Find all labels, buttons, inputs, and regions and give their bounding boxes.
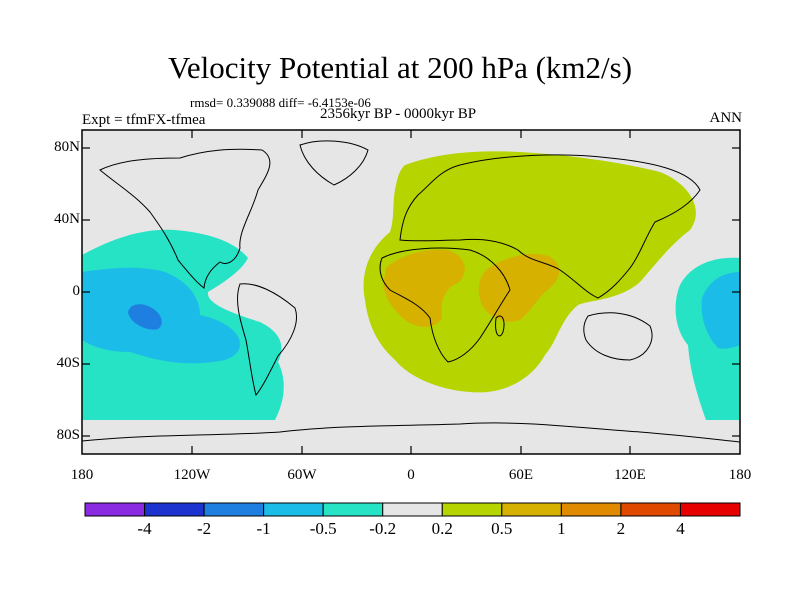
- africa-outline: [379, 247, 511, 363]
- west-pacific-mid-region: [701, 272, 740, 349]
- lon-label-0: 0: [407, 467, 415, 483]
- pacific-strong-region: [128, 304, 162, 330]
- colorbar-swatch: [501, 502, 562, 517]
- colorbar-swatch: [560, 502, 622, 517]
- colorbar-label: -0.5: [309, 519, 337, 538]
- colorbar-label: -2: [197, 519, 212, 538]
- colorbar-swatch: [679, 502, 741, 517]
- map-ticks: [82, 130, 740, 454]
- lon-label-180e: 180: [728, 467, 752, 483]
- season-label: ANN: [709, 110, 743, 126]
- africa-positive-mid-region-west: [383, 249, 465, 327]
- lon-label-180w: 180: [70, 467, 94, 483]
- colorbar-label: 1: [557, 519, 566, 538]
- colorbar-label: 4: [676, 519, 685, 538]
- statistics-text: rmsd= 0.339088 diff= -6.4153e-06: [190, 95, 371, 110]
- colorbar-swatch: [441, 502, 503, 517]
- coastlines: [82, 140, 740, 443]
- lat-label-80s: 80S: [56, 427, 80, 443]
- period-label: 2356kyr BP - 0000kyr BP: [320, 106, 477, 122]
- colorbar-swatch: [84, 502, 146, 517]
- colorbar-label: 0.2: [431, 519, 453, 538]
- pacific-mid-region: [82, 267, 240, 364]
- colorbar-label: 2: [616, 519, 626, 538]
- colorbar-swatch: [203, 502, 265, 517]
- lon-label-120w: 120W: [173, 467, 211, 483]
- south-america-outline: [237, 283, 297, 397]
- australia-outline: [583, 312, 653, 361]
- colorbar-label: 0.5: [491, 519, 513, 538]
- experiment-label: Expt = tfmFX-tfmea: [82, 112, 206, 128]
- madagascar-outline: [495, 315, 505, 337]
- colorbar-swatch: [620, 502, 681, 517]
- greenland-outline: [299, 140, 369, 186]
- colorbar: [84, 502, 741, 517]
- lat-label-80n: 80N: [54, 139, 80, 155]
- lat-label-0: 0: [72, 283, 81, 299]
- colorbar-swatch: [322, 502, 384, 517]
- colorbar-label: -1: [256, 519, 271, 538]
- eurasia-outline: [399, 154, 701, 299]
- map-title: Velocity Potential at 200 hPa (km2/s): [167, 50, 633, 85]
- lat-label-40s: 40S: [56, 355, 80, 371]
- colorbar-swatch: [144, 502, 205, 517]
- lat-label-40n: 40N: [54, 211, 80, 227]
- antarctica-outline: [82, 422, 740, 443]
- north-america-outline: [99, 148, 271, 289]
- lon-label-120e: 120E: [614, 467, 646, 483]
- colorbar-swatch: [382, 502, 443, 517]
- colorbar-label: -0.2: [369, 519, 397, 538]
- colorbar-swatch: [263, 502, 324, 517]
- africa-positive-mid-region-east: [478, 253, 560, 322]
- lon-label-60w: 60W: [287, 467, 317, 483]
- colorbar-label: -4: [137, 519, 152, 538]
- lon-label-60e: 60E: [508, 467, 534, 483]
